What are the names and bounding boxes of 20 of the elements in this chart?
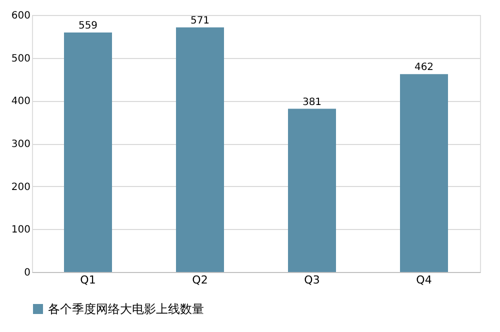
bar xyxy=(288,108,336,272)
bar xyxy=(176,27,224,272)
y-tick-label: 0 xyxy=(24,268,30,278)
bar xyxy=(400,74,448,272)
x-tick-label: Q3 xyxy=(304,274,320,286)
y-tick-label: 600 xyxy=(11,10,30,22)
data-label: 462 xyxy=(414,62,434,74)
y-tick-label: 200 xyxy=(11,182,30,193)
bar xyxy=(64,32,112,272)
y-tick-label: 400 xyxy=(11,96,30,108)
data-label: 381 xyxy=(302,96,322,108)
x-tick-label: Q1 xyxy=(80,274,96,286)
x-tick-label: Q2 xyxy=(192,274,208,286)
y-tick-label: 100 xyxy=(11,224,30,236)
data-label: 559 xyxy=(78,20,98,32)
y-tick-label: 300 xyxy=(11,139,30,150)
data-label: 571 xyxy=(190,15,210,26)
x-tick-label: Q4 xyxy=(416,274,432,286)
y-tick-label: 500 xyxy=(11,53,30,64)
legend-label: 各个季度网络大电影上线数量 xyxy=(48,302,204,316)
